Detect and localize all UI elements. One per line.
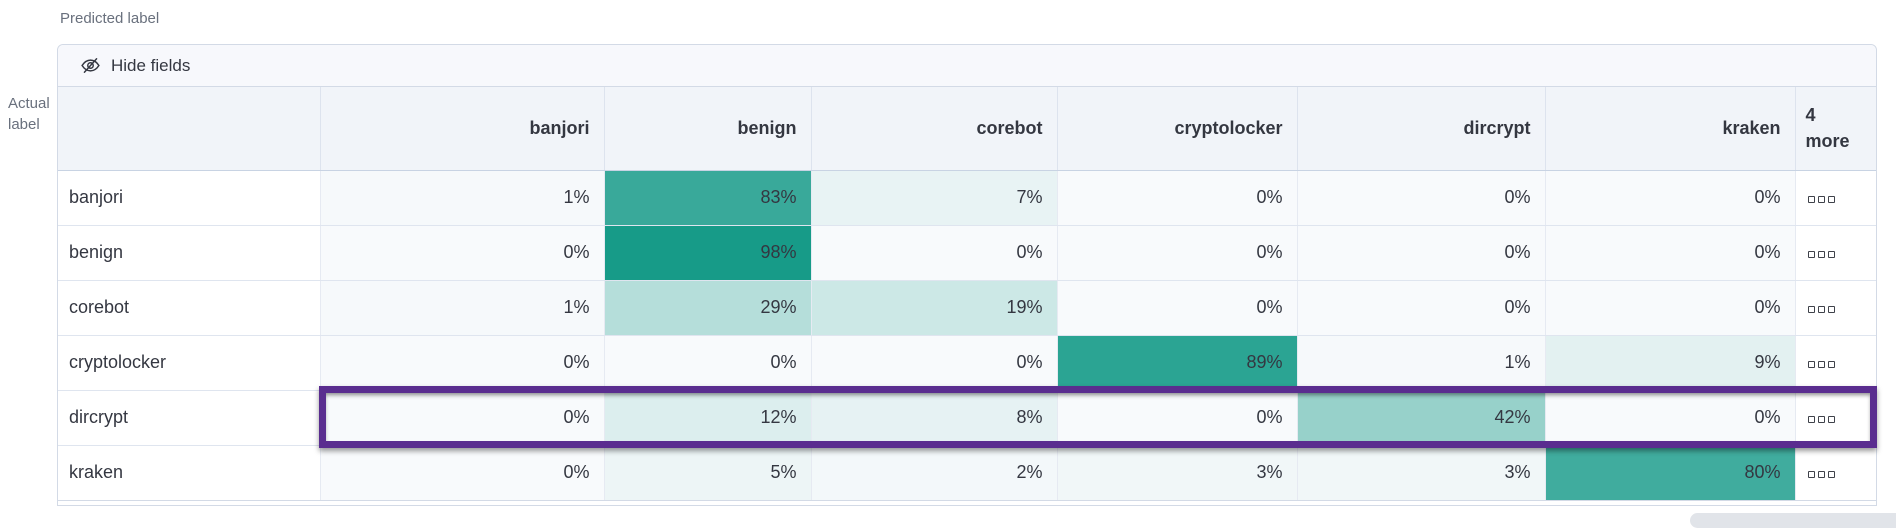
cell-kraken-corebot[interactable]: 2% <box>811 445 1058 501</box>
row-actions-cell-dircrypt <box>1795 390 1876 446</box>
matrix-row-benign: benign 0% 98% 0% 0% 0% 0% <box>58 225 1876 281</box>
header-row: banjori benign corebot cryptolocker dircrypt… <box>58 87 1876 171</box>
cell-benign-dircrypt[interactable]: 0% <box>1297 225 1546 281</box>
confusion-matrix-panel: Hide fields banjori benign corebot cryptolo… <box>57 44 1877 506</box>
horizontal-scrollbar[interactable] <box>1690 513 1896 528</box>
matrix-row-kraken: kraken 0% 5% 2% 3% 3% 80% <box>58 445 1876 501</box>
cell-dircrypt-banjori[interactable]: 0% <box>320 390 605 446</box>
cell-banjori-corebot[interactable]: 7% <box>811 170 1058 226</box>
cell-corebot-benign[interactable]: 29% <box>604 280 812 336</box>
cell-banjori-benign[interactable]: 83% <box>604 170 812 226</box>
column-header-more[interactable]: 4 more <box>1795 87 1876 171</box>
row-actions-cell-cryptolocker <box>1795 335 1876 391</box>
hide-fields-button[interactable]: Hide fields <box>72 51 198 80</box>
cell-cryptolocker-dircrypt[interactable]: 1% <box>1297 335 1546 391</box>
cell-corebot-kraken[interactable]: 0% <box>1545 280 1796 336</box>
row-label-kraken[interactable]: kraken <box>58 445 321 501</box>
row-actions-cell-benign <box>1795 225 1876 281</box>
cell-cryptolocker-cryptolocker[interactable]: 89% <box>1057 335 1298 391</box>
cell-corebot-cryptolocker[interactable]: 0% <box>1057 280 1298 336</box>
cell-kraken-kraken[interactable]: 80% <box>1545 445 1796 501</box>
cell-dircrypt-dircrypt[interactable]: 42% <box>1297 390 1546 446</box>
matrix-row-dircrypt: dircrypt 0% 12% 8% 0% 42% 0% <box>58 390 1876 446</box>
cell-benign-cryptolocker[interactable]: 0% <box>1057 225 1298 281</box>
cell-cryptolocker-kraken[interactable]: 9% <box>1545 335 1796 391</box>
cell-cryptolocker-corebot[interactable]: 0% <box>811 335 1058 391</box>
row-actions-cell-banjori <box>1795 170 1876 226</box>
cell-dircrypt-cryptolocker[interactable]: 0% <box>1057 390 1298 446</box>
hide-fields-label: Hide fields <box>111 55 191 75</box>
cell-benign-benign[interactable]: 98% <box>604 225 812 281</box>
more-header-line: 4 <box>1805 105 1816 126</box>
predicted-label: Predicted label <box>60 10 160 27</box>
cell-cryptolocker-banjori[interactable]: 0% <box>320 335 605 391</box>
actual-label-line2: label <box>8 116 40 133</box>
boxes-horizontal-icon[interactable] <box>1807 196 1835 203</box>
cell-banjori-dircrypt[interactable]: 0% <box>1297 170 1546 226</box>
cell-dircrypt-corebot[interactable]: 8% <box>811 390 1058 446</box>
cell-corebot-corebot[interactable]: 19% <box>811 280 1058 336</box>
column-header-benign[interactable]: benign <box>604 87 812 171</box>
cell-benign-corebot[interactable]: 0% <box>811 225 1058 281</box>
row-actions-cell-kraken <box>1795 445 1876 501</box>
column-header-corebot[interactable]: corebot <box>811 87 1058 171</box>
cell-cryptolocker-benign[interactable]: 0% <box>604 335 812 391</box>
row-label-cryptolocker[interactable]: cryptolocker <box>58 335 321 391</box>
cell-kraken-banjori[interactable]: 0% <box>320 445 605 501</box>
eye-closed-icon <box>80 55 101 76</box>
cell-banjori-banjori[interactable]: 1% <box>320 170 605 226</box>
column-header-dircrypt[interactable]: dircrypt <box>1297 87 1546 171</box>
more-header-line: more <box>1805 131 1850 152</box>
row-label-banjori[interactable]: banjori <box>58 170 321 226</box>
matrix-row-banjori: banjori 1% 83% 7% 0% 0% 0% <box>58 170 1876 226</box>
matrix-row-corebot: corebot 1% 29% 19% 0% 0% 0% <box>58 280 1876 336</box>
actual-label-line1: Actual <box>8 95 50 112</box>
boxes-horizontal-icon[interactable] <box>1807 416 1835 423</box>
cell-kraken-cryptolocker[interactable]: 3% <box>1057 445 1298 501</box>
row-label-benign[interactable]: benign <box>58 225 321 281</box>
confusion-matrix-table: banjori benign corebot cryptolocker dircrypt… <box>58 87 1876 501</box>
matrix-row-cryptolocker: cryptolocker 0% 0% 0% 89% 1% 9% <box>58 335 1876 391</box>
grid-toolbar: Hide fields <box>58 45 1876 87</box>
boxes-horizontal-icon[interactable] <box>1807 471 1835 478</box>
cell-benign-kraken[interactable]: 0% <box>1545 225 1796 281</box>
corner-header-cell <box>58 87 321 171</box>
cell-corebot-banjori[interactable]: 1% <box>320 280 605 336</box>
cell-dircrypt-kraken[interactable]: 0% <box>1545 390 1796 446</box>
column-header-cryptolocker[interactable]: cryptolocker <box>1057 87 1298 171</box>
actual-label: Actual label <box>8 93 50 135</box>
cell-dircrypt-benign[interactable]: 12% <box>604 390 812 446</box>
cell-benign-banjori[interactable]: 0% <box>320 225 605 281</box>
cell-banjori-cryptolocker[interactable]: 0% <box>1057 170 1298 226</box>
boxes-horizontal-icon[interactable] <box>1807 251 1835 258</box>
row-label-corebot[interactable]: corebot <box>58 280 321 336</box>
column-header-banjori[interactable]: banjori <box>320 87 605 171</box>
cell-corebot-dircrypt[interactable]: 0% <box>1297 280 1546 336</box>
cell-kraken-dircrypt[interactable]: 3% <box>1297 445 1546 501</box>
boxes-horizontal-icon[interactable] <box>1807 306 1835 313</box>
cell-banjori-kraken[interactable]: 0% <box>1545 170 1796 226</box>
row-label-dircrypt[interactable]: dircrypt <box>58 390 321 446</box>
cell-kraken-benign[interactable]: 5% <box>604 445 812 501</box>
boxes-horizontal-icon[interactable] <box>1807 361 1835 368</box>
column-header-kraken[interactable]: kraken <box>1545 87 1796 171</box>
row-actions-cell-corebot <box>1795 280 1876 336</box>
